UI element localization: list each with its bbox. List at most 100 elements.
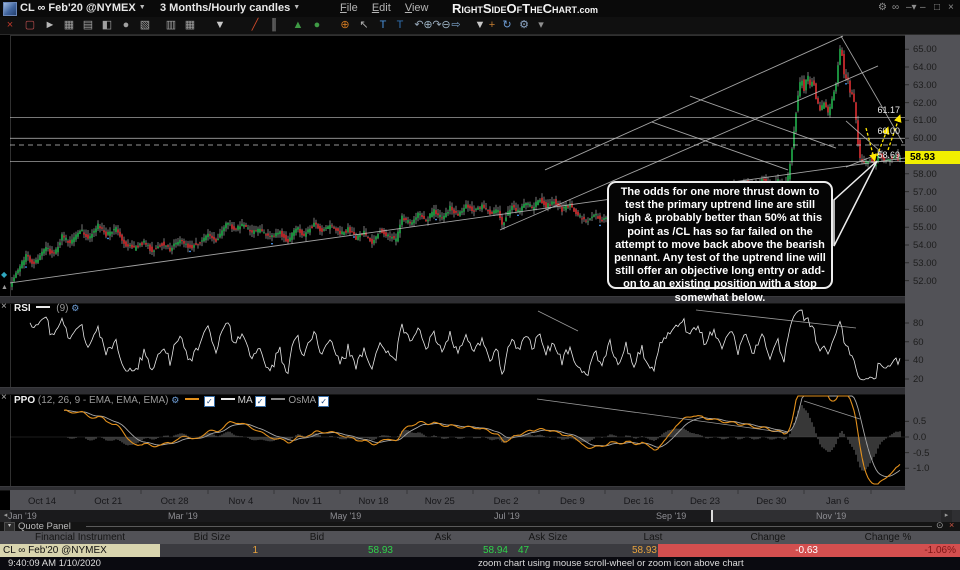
rsi-axis-label: 20 — [913, 373, 924, 385]
date-axis[interactable] — [10, 490, 960, 510]
text-tool-icon[interactable]: T — [379, 19, 387, 31]
timeframe-selector[interactable]: 3 Months/Hourly candles ▼ — [160, 2, 300, 14]
tile-windows-icon[interactable]: ▦ — [184, 19, 196, 31]
toolbar-more-icon[interactable]: ▾ — [538, 19, 544, 31]
quote-header-change[interactable]: Change — [750, 532, 786, 543]
rsi-line-swatch — [36, 306, 51, 308]
undo-icon[interactable]: ↶ — [414, 19, 424, 31]
rsi-axis-label: 40 — [913, 355, 924, 367]
price-axis-label: 62.00 — [913, 97, 937, 109]
ppo-axis-label: -0.5 — [913, 447, 930, 459]
snapshot-icon[interactable]: ◧ — [101, 19, 113, 31]
menu-edit[interactable]: Edit — [371, 2, 391, 14]
ppo-label: PPO — [14, 395, 36, 406]
price-axis-label: 56.00 — [913, 204, 937, 216]
note-tool-icon[interactable]: T — [396, 19, 404, 31]
zoom-in-icon[interactable]: ⊕ — [423, 19, 433, 31]
pattern-tool-icon[interactable]: ║ — [270, 19, 278, 31]
window-settings-icon[interactable]: ⚙ — [878, 2, 887, 13]
quote-header-ask-size[interactable]: Ask Size — [528, 532, 568, 543]
chart-style-icon[interactable]: ▧ — [139, 19, 151, 31]
price-axis-label: 52.00 — [913, 275, 937, 287]
date-axis-label: Oct 14 — [28, 496, 56, 507]
rsi-period: (9) — [56, 303, 69, 314]
instrument-cell[interactable]: CL ∞ Feb'20 @NYMEX — [0, 544, 160, 557]
scrollbar-corner — [952, 510, 960, 522]
print-icon[interactable]: ▤ — [82, 19, 94, 31]
quote-panel-close-icon[interactable]: × — [949, 520, 955, 530]
scrollbar-month-label: Nov '19 — [816, 511, 847, 521]
marquee-select-icon[interactable]: ▢ — [24, 19, 36, 31]
bid-cell: 58.93 — [367, 545, 393, 556]
price-axis-label: 65.00 — [913, 44, 937, 56]
ppo-axis-label: -1.0 — [913, 463, 930, 475]
trendline-tool-icon[interactable]: ╱ — [251, 19, 259, 31]
date-axis-label: Dec 30 — [756, 496, 787, 507]
menu-file[interactable]: File — [340, 2, 358, 14]
scrollbar-thumb[interactable] — [711, 510, 943, 522]
settings-wrench-icon[interactable]: ⚙ — [519, 19, 529, 31]
quote-header-financial-instrument[interactable]: Financial Instrument — [34, 532, 126, 543]
last-cell: 58.93 — [631, 545, 657, 556]
symbol-title[interactable]: CL ∞ Feb'20 @NYMEX ▼ — [20, 2, 146, 14]
ellipse-tool-icon[interactable]: ● — [313, 19, 321, 31]
rsi-settings-icon[interactable]: ⚙ — [71, 303, 80, 313]
callout-arrow-icon[interactable]: ⇨ — [451, 19, 461, 31]
dropdown-triangle2-icon[interactable]: ▼ — [474, 19, 486, 31]
price-axis-column[interactable] — [905, 34, 960, 510]
date-axis-label: Oct 21 — [94, 496, 123, 507]
quote-panel-header: ▾ Quote Panel ⊙ × — [0, 520, 960, 532]
status-bar: 9:40:09 AM 1/10/2020 zoom chart using mo… — [0, 557, 960, 570]
scroll-left-button[interactable]: ◂ — [0, 510, 11, 522]
pin-icon[interactable]: –▾ — [906, 2, 917, 13]
pan-hand-icon[interactable]: + — [488, 19, 496, 31]
chart-plot-area[interactable] — [10, 35, 905, 294]
ppo-close-button[interactable]: × — [1, 392, 7, 403]
zoom-out-icon[interactable]: ⊖ — [441, 19, 451, 31]
quote-panel-settings-icon[interactable]: ⊙ — [936, 520, 944, 530]
restore-icon[interactable]: □ — [934, 2, 941, 13]
scrollbar-month-label: Mar '19 — [168, 511, 198, 521]
close-icon[interactable]: × — [948, 2, 954, 13]
quote-header-last[interactable]: Last — [643, 532, 663, 543]
quote-header-ask[interactable]: Ask — [434, 532, 452, 543]
pointer-line-icon[interactable]: ↖ — [359, 19, 369, 31]
panel-collapse-icon[interactable]: ▲ — [1, 284, 8, 291]
chevron-down-icon: ▼ — [293, 4, 301, 11]
quote-header-bid-size[interactable]: Bid Size — [193, 532, 231, 543]
rsi-plot-area[interactable] — [10, 303, 905, 386]
change-cell: -0.63 — [795, 545, 818, 556]
cursor-icon[interactable]: ► — [44, 19, 56, 31]
minimize-icon[interactable]: – — [920, 2, 926, 13]
scrollbar-month-label: Sep '19 — [656, 511, 687, 521]
quote-header-bid[interactable]: Bid — [309, 532, 325, 543]
scroll-right-button[interactable]: ▸ — [941, 510, 952, 522]
panel-separator[interactable] — [0, 387, 905, 395]
ask-cell: 58.94 — [482, 545, 508, 556]
rsi-close-button[interactable]: × — [1, 301, 7, 312]
title-bar: CL ∞ Feb'20 @NYMEX ▼ 3 Months/Hourly can… — [0, 0, 960, 17]
panel-separator[interactable] — [0, 296, 905, 304]
menu-bar: File Edit View — [340, 2, 440, 14]
link-windows-icon[interactable]: ∞ — [892, 2, 900, 13]
circle-tool-icon[interactable]: ● — [122, 19, 130, 31]
price-axis-label: 61.00 — [913, 115, 937, 127]
quote-header-change-[interactable]: Change % — [864, 532, 912, 543]
timeframe-label: 3 Months/Hourly candles — [160, 2, 291, 14]
drawing-anchor-icon[interactable]: ◆ — [1, 270, 8, 279]
date-axis-label: Jan 6 — [825, 496, 850, 507]
menu-view[interactable]: View — [404, 2, 429, 14]
price-axis-label: 55.00 — [913, 222, 937, 234]
refresh-icon[interactable]: ↻ — [502, 19, 512, 31]
triangle-tool-icon[interactable]: ▲ — [292, 19, 304, 31]
redo-icon[interactable]: ↷ — [432, 19, 442, 31]
layout-grid-icon[interactable]: ▥ — [165, 19, 177, 31]
grid-icon[interactable]: ▦ — [63, 19, 75, 31]
ppo-plot-area[interactable] — [10, 394, 905, 486]
quote-panel-column-headers: Financial Instrument Bid Size Bid Ask Ask Si… — [0, 531, 960, 544]
crosshair-target-icon[interactable]: ⊕ — [340, 19, 350, 31]
chart-close-icon[interactable]: × — [6, 19, 14, 31]
scrollbar-month-label: Jan '19 — [8, 511, 37, 521]
dropdown-triangle-icon[interactable]: ▼ — [214, 19, 226, 31]
